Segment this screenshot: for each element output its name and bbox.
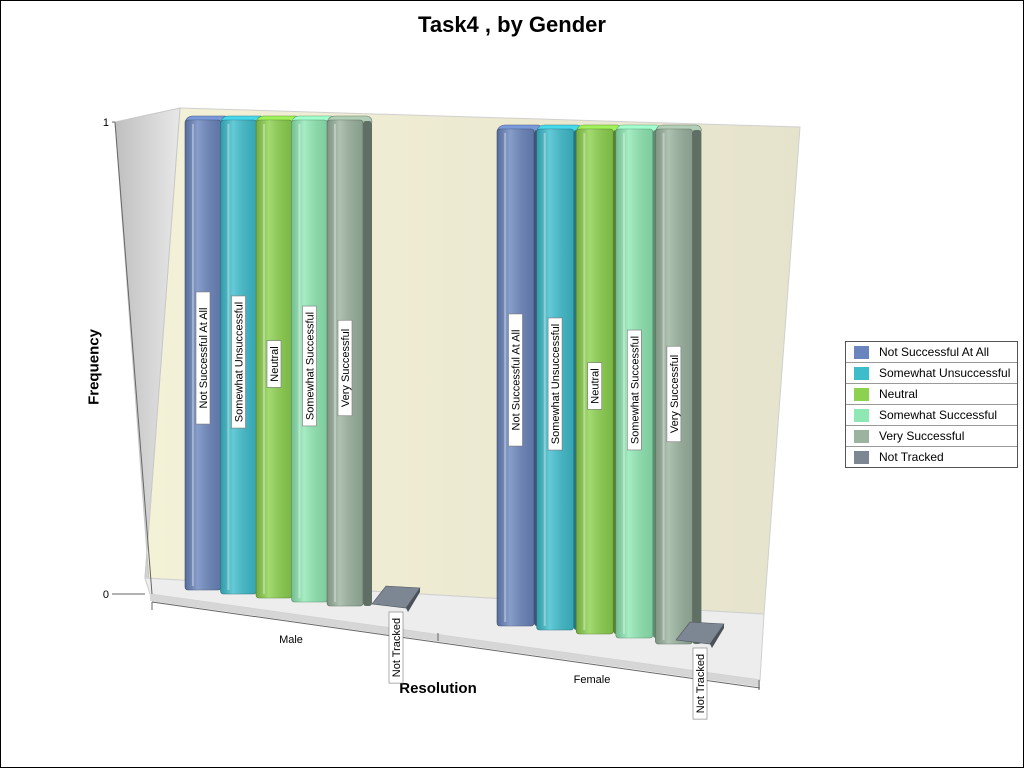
legend-swatch <box>854 387 869 401</box>
legend-item: Somewhat Unsuccessful <box>846 363 1017 384</box>
legend-swatch <box>854 450 869 464</box>
floor <box>144 577 765 681</box>
legend-swatch <box>854 366 869 380</box>
bar-label: Not Successful At All <box>508 313 523 447</box>
y-tick-label: 0 <box>103 589 109 601</box>
legend-label: Not Tracked <box>879 450 944 464</box>
bar-label: Somewhat Successful <box>626 329 642 451</box>
y-axis-line <box>114 121 153 595</box>
bar-label: Not Successful At All <box>195 291 211 425</box>
bar-label: Neutral <box>266 340 282 388</box>
legend-swatch <box>854 345 869 359</box>
legend-item: Not Successful At All <box>846 342 1017 363</box>
svg-text:Very Successful: Very Successful <box>340 329 352 407</box>
bar <box>675 621 725 648</box>
bar-label: Not Tracked <box>692 647 708 720</box>
svg-text:Neutral: Neutral <box>590 368 602 403</box>
bar-label: Neutral <box>587 362 603 410</box>
bar-label: Very Successful <box>337 319 353 417</box>
legend-label: Somewhat Unsuccessful <box>879 366 1011 380</box>
legend-swatch <box>854 408 869 422</box>
svg-text:Somewhat Successful: Somewhat Successful <box>305 312 317 420</box>
svg-text:Not Successful At All: Not Successful At All <box>511 330 523 431</box>
svg-text:Not Successful At All: Not Successful At All <box>198 308 210 409</box>
legend-item: Neutral <box>846 384 1017 405</box>
svg-text:Not Tracked: Not Tracked <box>391 618 403 677</box>
legend-item: Somewhat Successful <box>846 405 1017 426</box>
legend-swatch <box>854 429 869 443</box>
bar <box>371 585 421 612</box>
svg-text:Somewhat Successful: Somewhat Successful <box>629 336 641 444</box>
svg-text:Somewhat Unsuccessful: Somewhat Unsuccessful <box>234 302 246 422</box>
legend-label: Somewhat Successful <box>879 408 998 422</box>
svg-text:Not Tracked: Not Tracked <box>695 654 707 713</box>
bar-label: Somewhat Unsuccessful <box>231 295 246 429</box>
chart-title: Task4 , by Gender <box>418 12 606 37</box>
svg-text:Neutral: Neutral <box>269 346 281 381</box>
legend-label: Very Successful <box>879 429 965 443</box>
bar-label: Somewhat Unsuccessful <box>547 317 563 451</box>
bar-label: Somewhat Successful <box>302 305 317 427</box>
x-category-label: Male <box>279 634 303 646</box>
floor-front-edge <box>150 594 760 687</box>
x-axis-title: Resolution <box>399 680 477 697</box>
legend-label: Not Successful At All <box>879 345 990 359</box>
x-category-label: Female <box>574 674 611 686</box>
x-axis-line <box>151 601 761 689</box>
bar-label: Not Tracked <box>388 611 404 684</box>
svg-text:Somewhat Unsuccessful: Somewhat Unsuccessful <box>550 324 562 444</box>
bar-label: Very Successful <box>666 345 682 443</box>
y-tick-label: 1 <box>103 117 109 129</box>
legend-item: Very Successful <box>846 426 1017 447</box>
svg-text:Very Successful: Very Successful <box>669 355 681 433</box>
legend-label: Neutral <box>879 387 918 401</box>
legend: Not Successful At All Somewhat Unsuccessf… <box>845 341 1018 468</box>
legend-item: Not Tracked <box>846 447 1017 467</box>
